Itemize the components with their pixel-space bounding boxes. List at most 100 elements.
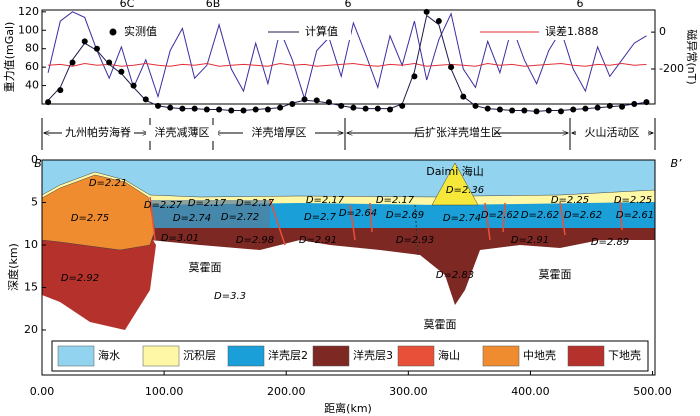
density-label: D=2.89: [591, 237, 629, 248]
section-label: B’: [670, 157, 682, 170]
legend-swatch: [142, 345, 180, 367]
observed-point: [399, 102, 406, 109]
x-tick-label: 0.00: [30, 385, 55, 398]
density-label: D=2.75: [71, 213, 109, 224]
observed-point: [557, 108, 564, 115]
legend-label: 误差1.888: [545, 24, 599, 38]
density-label: D=2.25: [614, 195, 652, 206]
x-tick-label: 400.00: [511, 385, 550, 398]
x-tick-label: 500.00: [633, 385, 672, 398]
legend-bg: [264, 24, 351, 40]
observed-point: [362, 105, 369, 112]
density-label: D=2.17: [236, 198, 275, 209]
observed-point: [277, 104, 284, 111]
y-tick-label: 80: [25, 42, 39, 55]
observed-point: [631, 101, 638, 107]
observed-point: [350, 104, 357, 111]
observed-point: [191, 105, 198, 112]
y-tick-label: 100: [18, 23, 39, 36]
observed-point: [509, 107, 516, 114]
observed-point: [606, 102, 613, 109]
anomaly-label: 6: [577, 0, 584, 10]
x-axis-label: 距离(km): [324, 401, 372, 415]
density-label: D=2.62: [564, 210, 602, 221]
legend-label: 沉积层: [183, 349, 216, 362]
y-tick-label: 15: [24, 280, 38, 293]
observed-point: [313, 97, 320, 104]
density-label: D=2.21: [89, 178, 127, 189]
observed-point: [435, 18, 442, 25]
density-label: D=2.74: [443, 213, 481, 224]
observed-point: [167, 104, 174, 111]
y-tick-label: 40: [25, 79, 39, 92]
density-label: D=2.98: [236, 235, 274, 246]
y-tick-label: 20: [24, 323, 38, 336]
density-label: D=2.61: [616, 210, 654, 221]
anomaly-label: 6C: [120, 0, 135, 10]
observed-point: [387, 106, 394, 113]
observed-point: [448, 64, 455, 71]
legend-label: 计算值: [305, 24, 338, 38]
observed-point: [142, 96, 149, 103]
legend-label: 洋壳层3: [353, 348, 393, 362]
observed-point: [533, 108, 540, 115]
x-tick-label: 300.00: [389, 385, 428, 398]
region-label: 火山活动区: [585, 126, 640, 139]
region-label: 洋壳减薄区: [155, 125, 210, 139]
region-label: 洋壳增厚区: [252, 125, 307, 139]
density-label: D=2.93: [396, 235, 434, 246]
observed-point: [545, 107, 552, 114]
region-label-bg: [146, 125, 218, 141]
legend-label: 中地壳: [523, 348, 556, 362]
legend-swatch: [482, 345, 520, 367]
density-label: D=2.91: [511, 235, 549, 246]
observed-point: [45, 99, 52, 106]
legend-marker: [109, 28, 117, 36]
observed-point: [81, 38, 88, 45]
y-tick-label: 0: [31, 153, 38, 166]
observed-point: [338, 102, 345, 109]
region-label-bg: [576, 125, 648, 141]
region-label: 九州帕劳海脊: [65, 125, 131, 139]
observed-point: [484, 105, 491, 112]
observed-point: [203, 106, 210, 113]
density-label: D=2.36: [446, 185, 484, 196]
y-axis-label: 重力值(mGal): [2, 22, 16, 93]
observed-point: [301, 96, 308, 103]
legend-label: 洋壳层2: [268, 348, 308, 362]
observed-point: [594, 104, 601, 111]
anomaly-label: 6B: [206, 0, 221, 10]
section-label: 莫霍面: [424, 318, 457, 331]
legend-label: 海水: [98, 348, 120, 362]
observed-point: [106, 59, 113, 66]
legend-label: 实测值: [124, 24, 157, 38]
legend-box: [51, 340, 649, 372]
observed-point: [57, 87, 64, 94]
observed-point: [228, 107, 235, 114]
legend-label: 海山: [438, 348, 460, 362]
observed-point: [460, 93, 467, 100]
observed-point: [411, 73, 418, 80]
region-label-bg: [62, 125, 134, 141]
density-label: D=2.91: [299, 235, 337, 246]
y-tick-label: 10: [24, 238, 38, 251]
series-line: [48, 62, 647, 67]
density-label: D=2.74: [173, 213, 211, 224]
observed-point: [496, 106, 503, 113]
observed-point: [216, 106, 223, 113]
density-label: D=2.62: [481, 210, 519, 221]
observed-point: [118, 68, 125, 75]
region-label: 后扩张洋壳增生区: [414, 125, 502, 139]
density-label: D=2.17: [376, 195, 415, 206]
section-label: B: [34, 157, 42, 170]
x-tick-label: 200.00: [267, 385, 306, 398]
y-tick-label: 120: [18, 5, 39, 18]
observed-point: [69, 59, 76, 66]
y2-axis-label: 磁异常(nT): [685, 29, 698, 84]
anomaly-label: 6: [345, 0, 352, 10]
observed-point: [521, 107, 528, 114]
observed-point: [264, 106, 271, 113]
legend-swatch: [57, 345, 95, 367]
density-label: D=2.25: [551, 195, 589, 206]
